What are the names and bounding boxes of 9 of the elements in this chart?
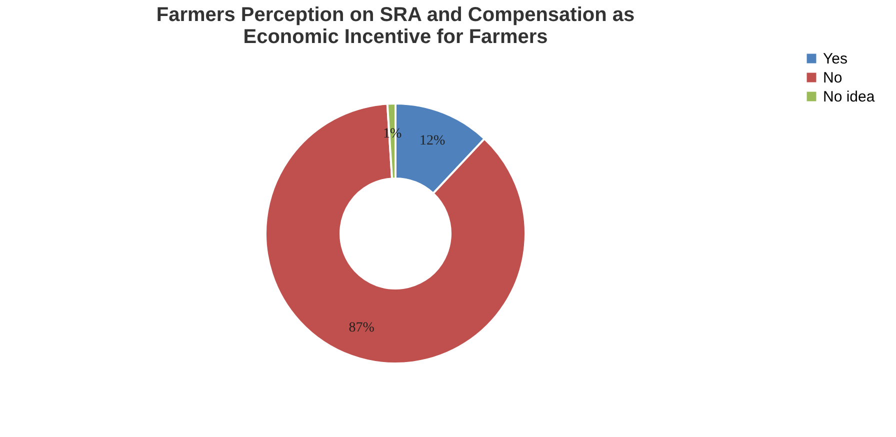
legend-label: Yes — [823, 50, 848, 68]
data-label: 87% — [348, 320, 375, 336]
text: Economic Incentive for Farmers — [243, 26, 548, 48]
legend-label: No — [823, 70, 842, 86]
data-label: 1% — [383, 126, 402, 142]
donut-slice — [264, 102, 526, 364]
data-label: 12% — [419, 134, 446, 149]
legend-label: No idea — [823, 88, 876, 106]
text: Farmers Perception on SRA and Compensation as — [156, 4, 635, 26]
